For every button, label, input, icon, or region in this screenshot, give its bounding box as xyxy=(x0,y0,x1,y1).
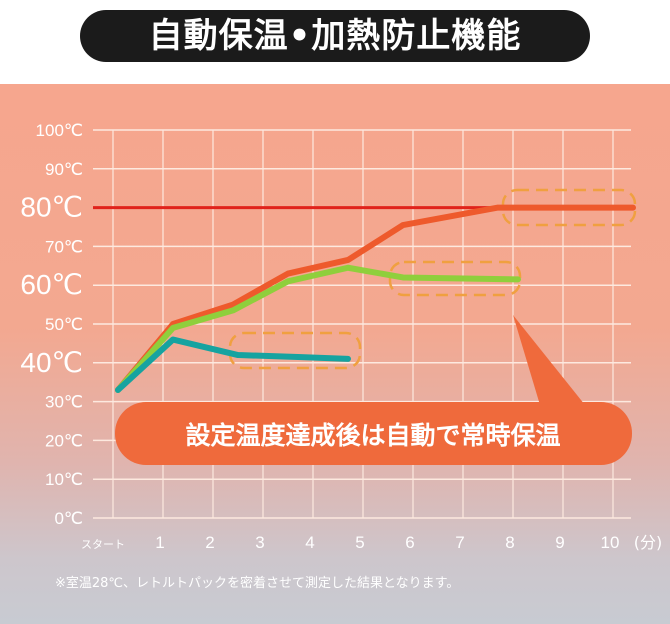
footnote: ※室温28℃、レトルトパックを密着させて測定した結果となります。 xyxy=(55,576,460,591)
highlight-box xyxy=(388,260,522,297)
series-line-0 xyxy=(115,204,636,393)
x-tick-label: 9 xyxy=(555,533,564,552)
y-tick-label: 100℃ xyxy=(36,121,83,140)
y-tick-label: 30℃ xyxy=(45,393,83,412)
y-tick-label: 50℃ xyxy=(45,315,83,334)
callout-text: 設定温度達成後は自動で常時保温 xyxy=(185,421,560,450)
x-tick-label: 10 xyxy=(601,533,620,552)
x-tick-label: 8 xyxy=(505,533,514,552)
y-tick-label: 10℃ xyxy=(45,470,83,489)
x-tick-label: スタート xyxy=(81,538,125,551)
y-tick-label: 70℃ xyxy=(45,237,83,256)
series-line-1 xyxy=(115,264,521,393)
y-tick-label: 20℃ xyxy=(45,431,83,450)
page-title: 自動保温•加熱防止機能 xyxy=(80,10,590,62)
x-tick-label: 6 xyxy=(405,533,414,552)
y-tick-label: 80℃ xyxy=(20,192,83,223)
callout-bubble xyxy=(115,402,632,465)
x-tick-label: 5 xyxy=(355,533,364,552)
x-tick-label: 2 xyxy=(205,533,214,552)
x-tick-label: 3 xyxy=(255,533,264,552)
x-axis-unit: (分) xyxy=(634,533,663,552)
series-line-2 xyxy=(115,336,351,393)
x-tick-label: 4 xyxy=(305,533,314,552)
y-tick-label: 60℃ xyxy=(20,269,83,300)
x-tick-label: 1 xyxy=(155,533,164,552)
y-tick-label: 40℃ xyxy=(20,347,83,378)
y-tick-label: 0℃ xyxy=(54,509,83,528)
chart-background xyxy=(0,84,670,624)
x-tick-label: 7 xyxy=(455,533,464,552)
y-tick-label: 90℃ xyxy=(45,160,83,179)
callout-pointer xyxy=(513,315,585,405)
